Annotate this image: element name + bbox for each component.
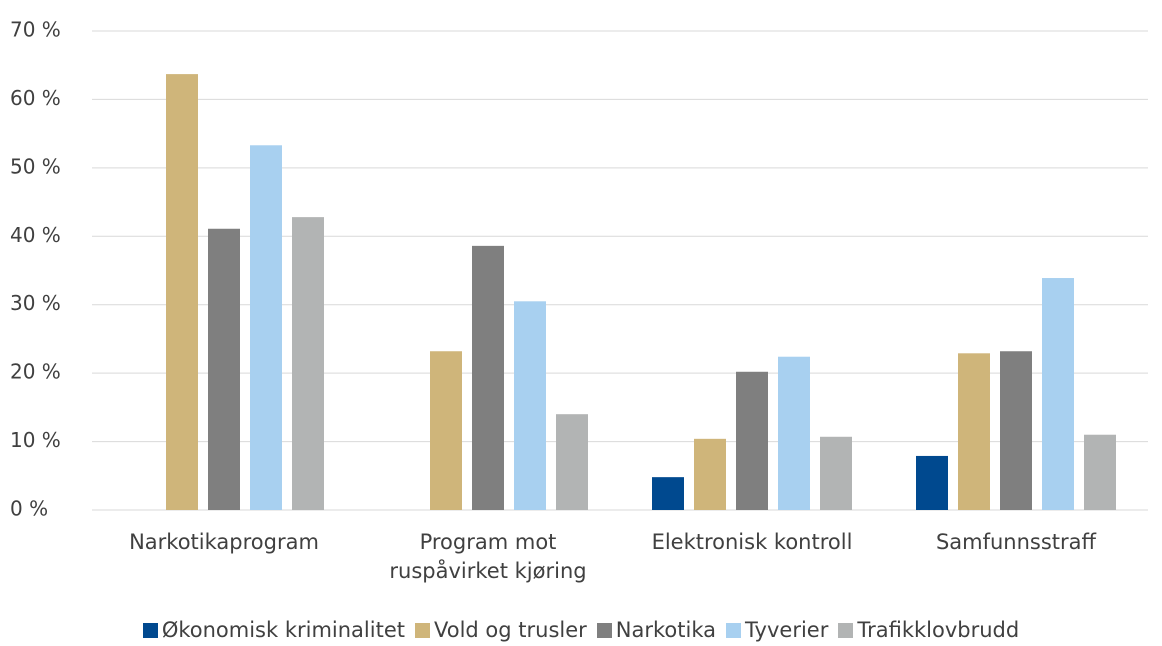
bar: [778, 356, 810, 510]
legend-label: Økonomisk kriminalitet: [161, 618, 405, 642]
bar: [1084, 434, 1116, 510]
legend-swatch: [838, 622, 854, 638]
bar: [694, 438, 726, 510]
y-tick-label: 30 %: [10, 291, 61, 315]
legend-item: Økonomisk kriminalitet: [142, 618, 405, 642]
y-tick-label: 40 %: [10, 223, 61, 247]
y-tick-label: 60 %: [10, 86, 61, 110]
bar: [472, 245, 504, 510]
legend-label: Trafikklovbrudd: [857, 618, 1020, 642]
bar: [958, 353, 990, 510]
bar: [514, 301, 546, 510]
x-tick-label: Program mot ruspåvirket kjøring: [389, 530, 587, 583]
bar: [820, 436, 852, 510]
bar: [652, 477, 684, 510]
y-tick-label: 70 %: [10, 18, 61, 42]
bar: [1042, 278, 1074, 510]
x-tick-label: Elektronisk kontroll: [651, 530, 853, 554]
bar: [1000, 351, 1032, 510]
y-tick-label: 0 %: [10, 497, 48, 521]
bar: [430, 351, 462, 510]
bar: [250, 145, 282, 511]
legend-item: Trafikklovbrudd: [838, 618, 1019, 642]
legend-swatch: [596, 622, 612, 638]
y-tick-label: 20 %: [10, 360, 61, 384]
legend-item: Vold og trusler: [414, 618, 587, 642]
bar: [208, 228, 240, 510]
bar: [292, 217, 324, 510]
bar: [916, 455, 948, 510]
legend-label: Tyverier: [744, 618, 829, 642]
y-tick-label: 10 %: [10, 428, 61, 452]
x-tick-label: Samfunnsstraff: [935, 530, 1097, 554]
legend-swatch: [142, 622, 158, 638]
x-tick-label: Narkotikaprogram: [129, 530, 319, 554]
legend-label: Narkotika: [615, 618, 716, 642]
bar: [736, 371, 768, 510]
bar: [556, 414, 588, 510]
y-tick-label: 50 %: [10, 154, 61, 178]
legend-swatch: [725, 622, 741, 638]
legend-item: Tyverier: [725, 618, 829, 642]
legend-label: Vold og trusler: [433, 618, 587, 642]
bar: [166, 74, 198, 511]
legend: Økonomisk kriminalitet Vold og trusler Nar…: [0, 618, 1162, 642]
legend-item: Narkotika: [596, 618, 716, 642]
legend-swatch: [414, 622, 430, 638]
